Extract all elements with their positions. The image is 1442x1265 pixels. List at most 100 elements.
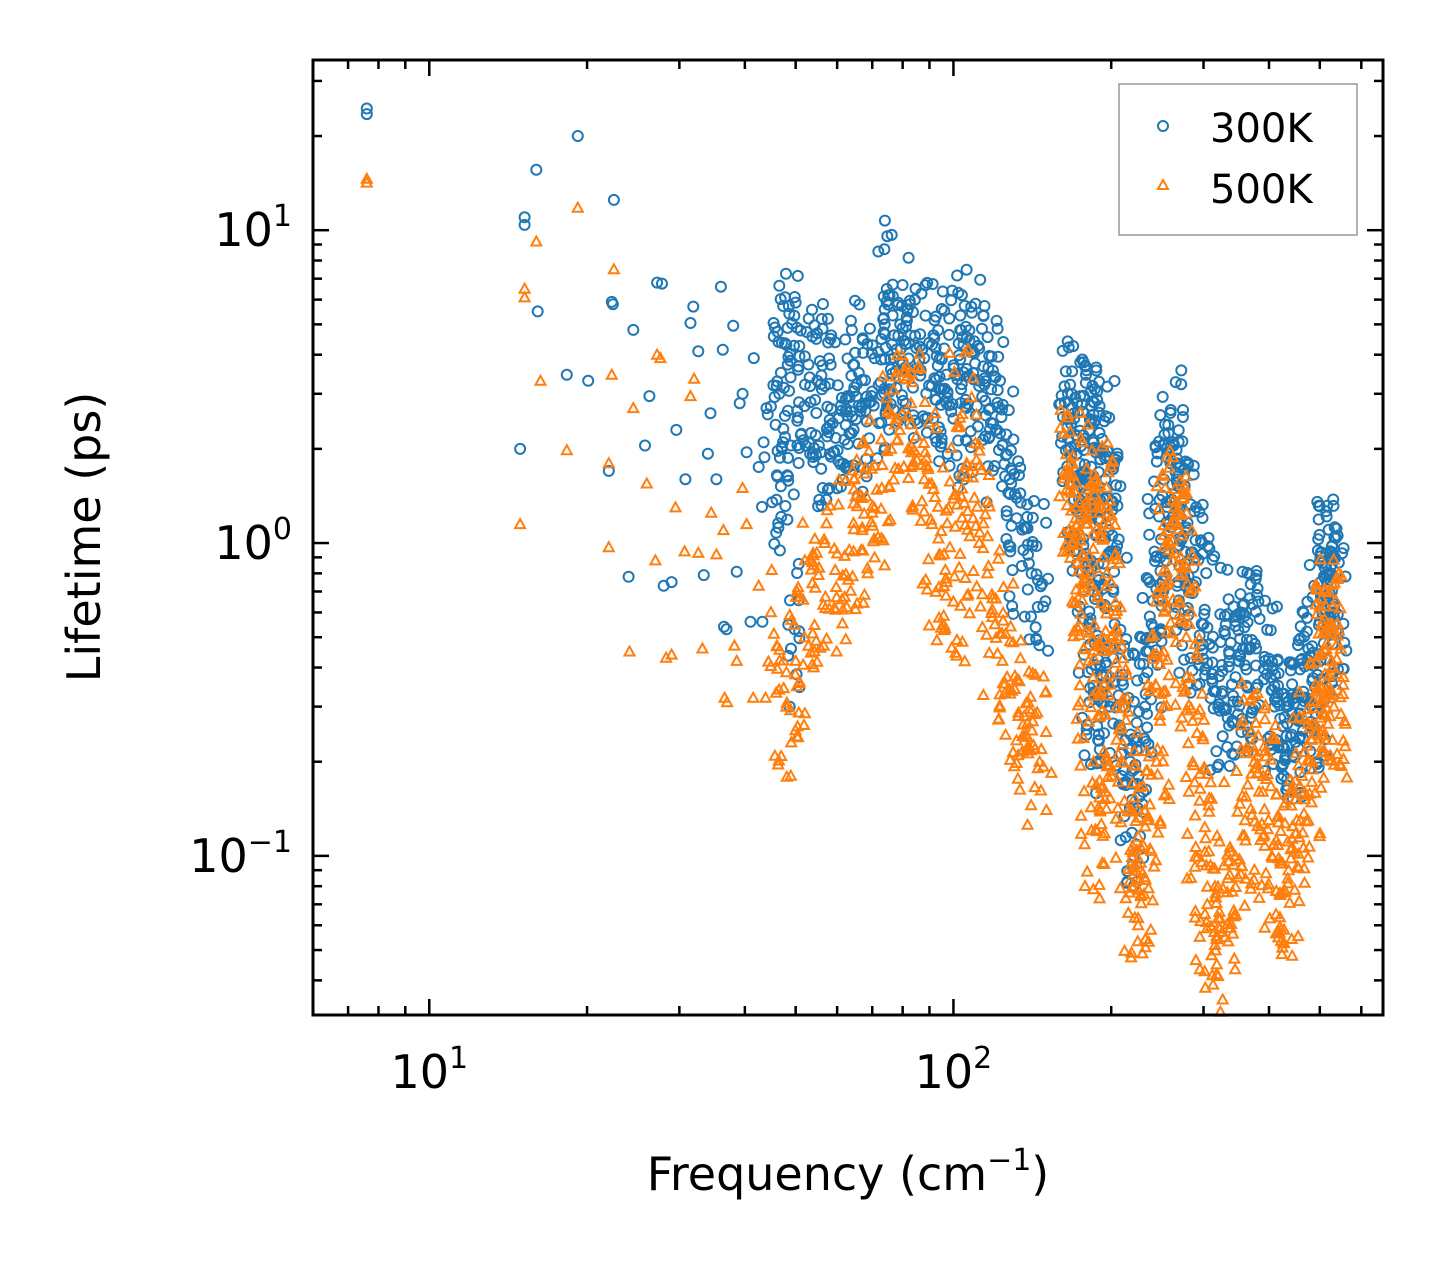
data-point-500k-cloud bbox=[1082, 714, 1096, 727]
data-point-300k-cloud bbox=[1321, 499, 1334, 512]
data-point-500k-29 bbox=[716, 523, 731, 536]
data-point-500k-cloud bbox=[985, 587, 999, 600]
data-point-500k-cloud bbox=[945, 640, 959, 653]
data-point-500k-cloud bbox=[820, 503, 834, 516]
data-point-500k-cloud bbox=[811, 567, 826, 580]
data-point-500k-cloud bbox=[1238, 898, 1252, 911]
data-point-300k-12 bbox=[606, 298, 619, 311]
data-point-500k-cloud bbox=[1340, 770, 1354, 783]
data-point-300k-9 bbox=[560, 368, 573, 381]
data-point-500k-cloud bbox=[829, 602, 843, 615]
data-point-300k-cloud bbox=[1061, 387, 1074, 400]
data-point-500k-cloud bbox=[1244, 724, 1259, 737]
data-point-500k-cloud bbox=[981, 494, 995, 507]
data-point-500k-cloud bbox=[961, 504, 975, 517]
data-point-300k-cloud bbox=[878, 318, 891, 331]
data-point-300k-cloud bbox=[952, 337, 965, 350]
data-point-500k-cloud bbox=[841, 572, 855, 585]
data-point-500k-cloud bbox=[991, 551, 1005, 564]
data-point-500k-cloud bbox=[1126, 839, 1140, 852]
data-point-500k-cloud bbox=[942, 345, 957, 358]
data-point-300k-cloud bbox=[902, 251, 915, 264]
data-point-300k-cloud bbox=[1092, 728, 1105, 741]
data-point-500k-cloud bbox=[1268, 718, 1283, 731]
data-point-500k-cloud bbox=[780, 695, 794, 708]
data-point-300k-cloud bbox=[1148, 545, 1161, 558]
data-point-300k-100 bbox=[1093, 426, 1106, 439]
data-point-500k-cloud bbox=[1119, 712, 1133, 725]
data-point-500k-cloud bbox=[961, 342, 975, 355]
data-point-500k-cloud bbox=[1258, 698, 1273, 711]
data-point-300k-cloud bbox=[849, 294, 861, 307]
data-point-500k-cloud bbox=[965, 459, 979, 472]
data-point-300k-43 bbox=[756, 615, 769, 628]
data-point-500k-58 bbox=[932, 547, 946, 560]
data-point-500k-cloud bbox=[1288, 826, 1303, 839]
data-point-500k-cloud bbox=[1333, 601, 1347, 614]
data-point-500k-cloud bbox=[914, 513, 928, 526]
data-point-300k-cloud bbox=[878, 303, 891, 316]
data-point-300k-cloud bbox=[777, 300, 790, 312]
data-point-300k-cloud bbox=[919, 279, 932, 292]
data-point-500k-cloud bbox=[1248, 814, 1262, 827]
data-point-500k-cloud bbox=[1108, 517, 1122, 530]
data-point-500k-cloud bbox=[836, 568, 850, 581]
data-point-300k-cloud bbox=[758, 451, 771, 464]
data-point-500k-cloud bbox=[1330, 746, 1344, 759]
data-point-500k-cloud bbox=[1080, 461, 1094, 474]
data-point-500k-cloud bbox=[845, 569, 860, 582]
data-point-300k-cloud bbox=[973, 342, 986, 355]
data-point-500k-cloud bbox=[947, 569, 962, 582]
data-point-500k-0 bbox=[360, 171, 374, 184]
data-point-500k-cloud bbox=[770, 661, 785, 674]
data-point-300k-3 bbox=[518, 218, 531, 231]
data-point-500k-24 bbox=[687, 371, 701, 384]
data-point-500k-cloud bbox=[1198, 831, 1213, 844]
data-point-500k-26 bbox=[695, 641, 710, 654]
data-point-300k-cloud bbox=[951, 269, 964, 282]
data-point-300k-cloud bbox=[1277, 757, 1289, 770]
data-point-300k-120 bbox=[1224, 636, 1237, 649]
data-point-500k-cloud bbox=[1095, 778, 1109, 791]
data-point-500k-cloud bbox=[895, 406, 909, 419]
data-point-500k-cloud bbox=[1226, 926, 1240, 939]
data-point-500k-cloud bbox=[947, 487, 961, 500]
data-point-500k-cloud bbox=[931, 531, 946, 544]
data-point-500k-cloud bbox=[1063, 424, 1077, 437]
data-point-300k-32 bbox=[716, 343, 729, 356]
data-point-500k-cloud bbox=[1113, 755, 1128, 768]
data-point-300k-cloud bbox=[777, 422, 790, 435]
x-tick-label: 102 bbox=[915, 1041, 993, 1099]
data-point-300k-cloud bbox=[1141, 707, 1153, 720]
data-point-500k-cloud bbox=[816, 597, 830, 610]
x-tick-label: 101 bbox=[390, 1041, 468, 1099]
data-point-300k-cloud bbox=[1312, 499, 1325, 512]
data-point-500k-cloud bbox=[1302, 839, 1317, 852]
data-point-300k-cloud bbox=[1042, 572, 1054, 585]
data-point-500k-cloud bbox=[911, 359, 925, 372]
data-point-500k-cloud bbox=[932, 610, 946, 623]
data-point-500k-cloud bbox=[973, 599, 988, 612]
data-point-300k-cloud bbox=[1021, 498, 1034, 511]
data-point-500k-cloud bbox=[1238, 871, 1253, 884]
data-point-500k-cloud bbox=[1252, 784, 1266, 797]
data-point-300k-cloud bbox=[984, 423, 996, 436]
data-point-500k-cloud bbox=[1083, 565, 1098, 578]
data-point-500k-cloud bbox=[1088, 474, 1102, 487]
data-point-500k-cloud bbox=[1109, 655, 1123, 668]
data-point-500k-cloud bbox=[796, 592, 810, 605]
data-point-500k-cloud bbox=[1080, 864, 1094, 877]
data-point-300k-cloud bbox=[1187, 459, 1200, 472]
data-point-300k-cloud bbox=[1113, 719, 1126, 732]
data-point-500k-cloud bbox=[806, 660, 821, 673]
data-point-300k-cloud bbox=[794, 324, 807, 337]
data-point-500k-cloud bbox=[1062, 483, 1076, 496]
data-point-300k-30 bbox=[710, 473, 723, 486]
data-point-300k-cloud bbox=[1265, 655, 1278, 668]
data-point-500k-cloud bbox=[1302, 753, 1317, 766]
data-point-500k-cloud bbox=[1184, 604, 1198, 617]
data-point-300k-81 bbox=[973, 374, 986, 387]
data-point-500k-cloud bbox=[1007, 759, 1021, 772]
data-point-500k-cloud bbox=[1193, 929, 1207, 942]
data-point-500k-cloud bbox=[1293, 709, 1307, 722]
